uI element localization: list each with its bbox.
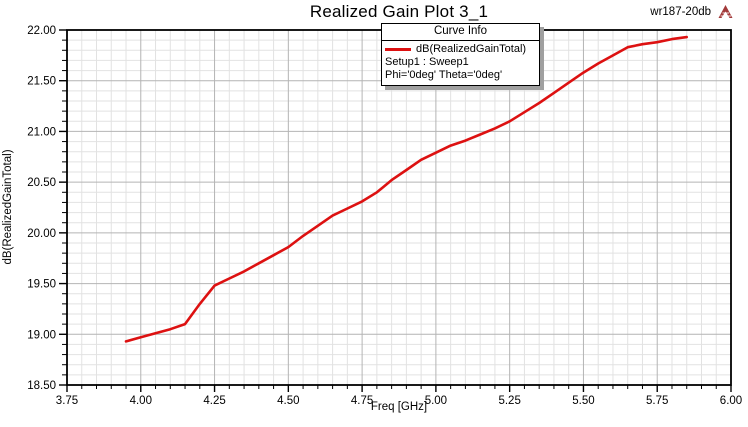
svg-text:4.50: 4.50	[277, 395, 299, 407]
ansoft-logo-icon	[718, 5, 733, 18]
legend-setup-line: Setup1 : Sweep1	[385, 56, 469, 68]
svg-text:21.00: 21.00	[27, 126, 56, 138]
x-axis-label: Freq [GHz]	[370, 401, 428, 413]
project-corner: wr187-20db	[650, 4, 734, 19]
svg-text:19.00: 19.00	[27, 329, 56, 341]
svg-text:22.00: 22.00	[27, 25, 56, 37]
project-name-label: wr187-20db	[650, 5, 711, 18]
y-axis-label: dB(RealizedGainTotal)	[2, 149, 14, 265]
series-label: dB(RealizedGainTotal)	[416, 43, 527, 55]
svg-text:4.00: 4.00	[130, 395, 152, 407]
legend-body: dB(RealizedGainTotal) Setup1 : Sweep1 Ph…	[382, 41, 539, 85]
svg-text:5.75: 5.75	[646, 395, 668, 407]
svg-text:20.50: 20.50	[27, 177, 56, 189]
svg-text:5.25: 5.25	[498, 395, 520, 407]
svg-text:6.00: 6.00	[720, 395, 742, 407]
svg-text:4.75: 4.75	[351, 395, 373, 407]
svg-text:21.50: 21.50	[27, 76, 56, 88]
svg-text:3.75: 3.75	[56, 395, 78, 407]
legend-series-row: dB(RealizedGainTotal)	[385, 43, 536, 56]
svg-text:4.25: 4.25	[203, 395, 225, 407]
svg-text:19.50: 19.50	[27, 279, 56, 291]
legend-title: Curve Info	[382, 24, 539, 41]
legend-angles-line: Phi='0deg' Theta='0deg'	[385, 69, 503, 81]
svg-text:20.00: 20.00	[27, 228, 56, 240]
page-title: Realized Gain Plot 3_1	[309, 2, 489, 21]
svg-text:5.50: 5.50	[572, 395, 594, 407]
series-color-swatch-icon	[385, 48, 411, 51]
legend-box[interactable]: Curve Info dB(RealizedGainTotal) Setup1 …	[381, 23, 540, 86]
svg-text:18.50: 18.50	[27, 380, 56, 392]
svg-text:5.00: 5.00	[425, 395, 447, 407]
